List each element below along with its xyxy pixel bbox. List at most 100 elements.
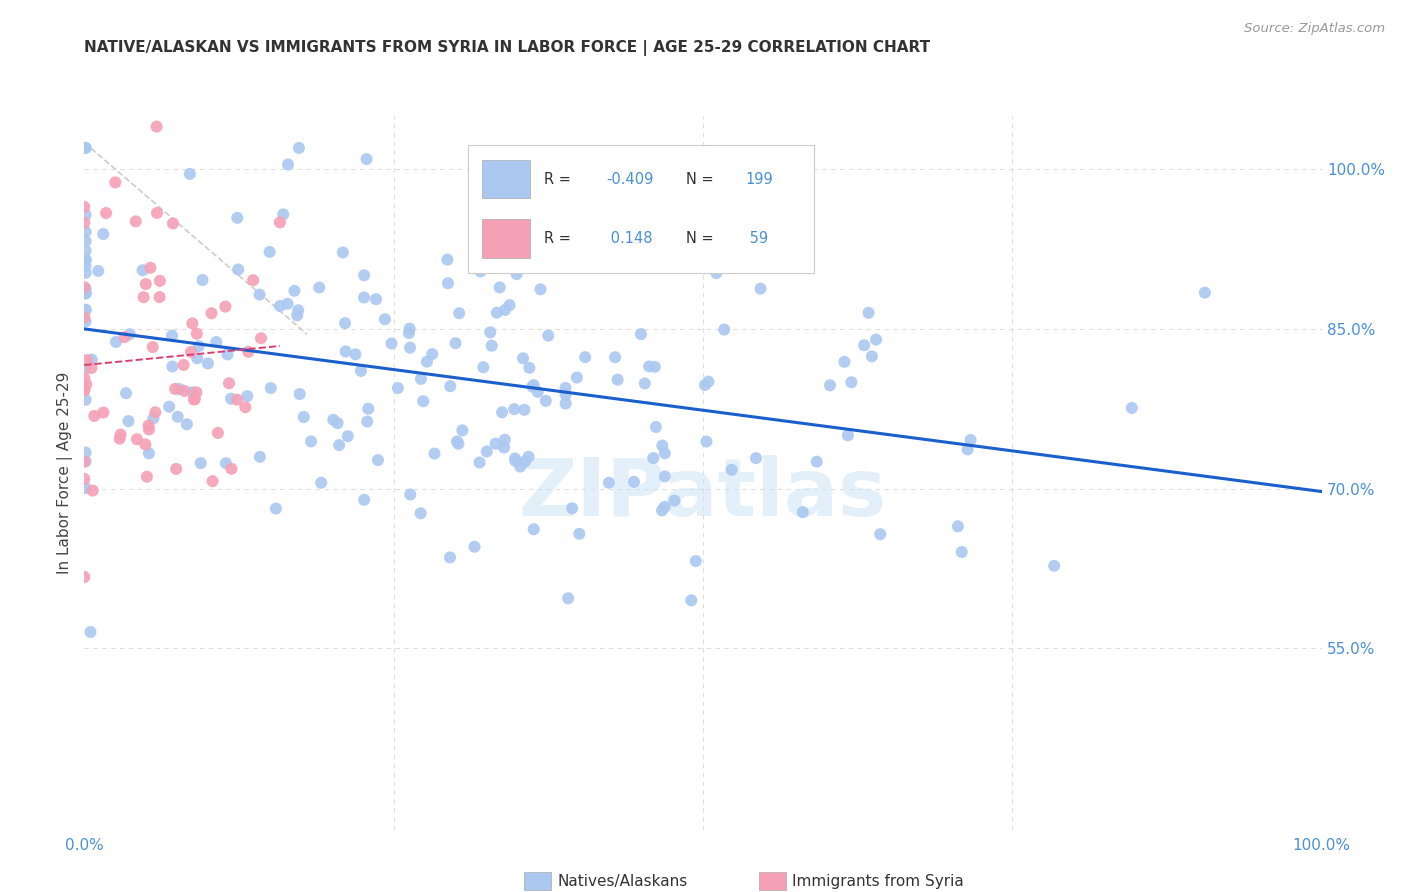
Point xyxy=(412,394,434,409)
Point xyxy=(162,216,184,230)
Point xyxy=(416,354,439,368)
Point xyxy=(505,267,527,281)
Point xyxy=(447,436,470,450)
Point xyxy=(201,474,224,488)
Point xyxy=(713,322,735,336)
Point xyxy=(505,454,527,468)
Point xyxy=(494,433,516,447)
Point xyxy=(399,487,422,501)
Point xyxy=(75,286,97,301)
Point xyxy=(260,381,283,395)
Point xyxy=(288,141,311,155)
Point xyxy=(488,280,510,294)
Point xyxy=(858,306,880,320)
Point xyxy=(138,422,160,436)
Point xyxy=(75,266,97,280)
Text: Immigrants from Syria: Immigrants from Syria xyxy=(792,874,965,889)
Point xyxy=(449,306,471,320)
Point xyxy=(180,345,202,359)
Point xyxy=(834,355,856,369)
Point xyxy=(565,370,588,384)
Point xyxy=(94,206,117,220)
Point xyxy=(169,382,191,396)
Point xyxy=(308,280,330,294)
Point xyxy=(557,591,579,606)
Point xyxy=(475,444,498,458)
Point xyxy=(651,503,673,517)
Point xyxy=(75,454,97,468)
Point xyxy=(380,336,402,351)
Point xyxy=(367,453,389,467)
Point xyxy=(75,253,97,268)
Point xyxy=(420,347,443,361)
Point xyxy=(326,416,349,430)
Point xyxy=(409,506,432,520)
Point xyxy=(215,456,238,470)
Point xyxy=(479,326,502,340)
Point xyxy=(87,264,110,278)
Point xyxy=(75,286,97,301)
Point xyxy=(806,455,828,469)
Point xyxy=(143,405,166,419)
Point xyxy=(299,434,322,449)
Point xyxy=(956,442,979,457)
Point xyxy=(184,392,207,406)
Point xyxy=(114,330,136,344)
Point xyxy=(468,455,491,469)
Point xyxy=(720,463,742,477)
Point xyxy=(503,451,526,466)
Point xyxy=(75,252,97,267)
Point xyxy=(236,389,259,403)
Point xyxy=(522,379,544,393)
Point xyxy=(157,400,180,414)
Point xyxy=(374,312,396,326)
Point xyxy=(104,334,127,349)
Point xyxy=(142,340,165,354)
Point xyxy=(481,339,503,353)
Point xyxy=(1194,285,1216,300)
Point xyxy=(523,522,546,536)
Point xyxy=(554,388,576,402)
Point xyxy=(176,417,198,432)
Point xyxy=(792,505,814,519)
Point xyxy=(353,290,375,304)
Point xyxy=(357,401,380,416)
Point xyxy=(950,545,973,559)
Text: NATIVE/ALASKAN VS IMMIGRANTS FROM SYRIA IN LABOR FORCE | AGE 25-29 CORRELATION C: NATIVE/ALASKAN VS IMMIGRANTS FROM SYRIA … xyxy=(84,40,931,56)
Point xyxy=(75,303,97,318)
Point xyxy=(73,280,96,294)
Point xyxy=(75,445,97,459)
Point xyxy=(108,432,131,446)
Point xyxy=(643,451,665,466)
Point xyxy=(860,349,883,363)
Point xyxy=(217,347,239,361)
Point xyxy=(214,300,236,314)
Point xyxy=(139,260,162,275)
Point xyxy=(73,383,96,397)
Point xyxy=(73,310,96,325)
Point xyxy=(134,437,156,451)
Point xyxy=(259,244,281,259)
Point xyxy=(472,360,495,375)
Point xyxy=(654,500,676,514)
Point xyxy=(181,317,204,331)
Point xyxy=(344,347,367,361)
Point xyxy=(288,387,311,401)
Point xyxy=(75,234,97,248)
Point xyxy=(322,413,344,427)
Point xyxy=(287,303,309,318)
Point xyxy=(387,381,409,395)
Point xyxy=(946,519,969,533)
Point xyxy=(398,326,420,340)
Point xyxy=(681,593,703,607)
Point xyxy=(73,216,96,230)
Point xyxy=(534,393,557,408)
Point xyxy=(183,392,205,407)
Point xyxy=(623,475,645,489)
Point xyxy=(526,384,548,399)
Point xyxy=(82,483,104,498)
Point xyxy=(221,462,243,476)
Point xyxy=(603,351,626,365)
Text: Natives/Alaskans: Natives/Alaskans xyxy=(557,874,688,889)
Point xyxy=(423,447,446,461)
